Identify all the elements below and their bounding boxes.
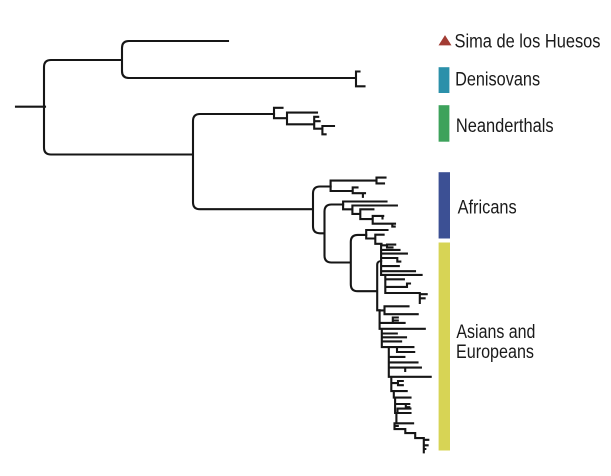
svg-text:Neanderthals: Neanderthals — [456, 115, 554, 137]
svg-text:Denisovans: Denisovans — [455, 69, 540, 91]
svg-text:Sima de los Huesos: Sima de los Huesos — [455, 30, 601, 52]
svg-text:Asians and: Asians and — [456, 321, 535, 343]
svg-text:Europeans: Europeans — [456, 341, 534, 363]
svg-text:Africans: Africans — [458, 196, 517, 218]
